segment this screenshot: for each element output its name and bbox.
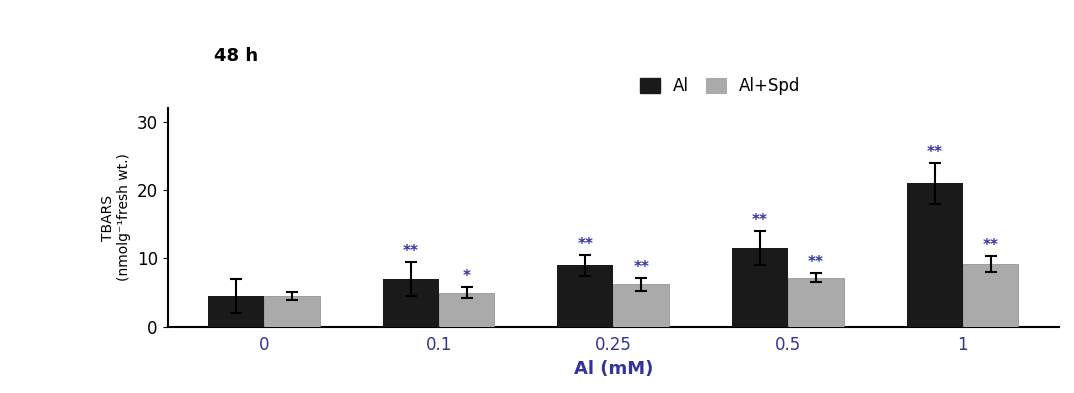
Text: **: ** <box>752 213 768 228</box>
Bar <box>613 285 669 327</box>
Text: **: ** <box>578 237 593 252</box>
Bar <box>557 265 613 327</box>
Text: *: * <box>463 270 470 285</box>
Text: **: ** <box>634 260 649 275</box>
Bar <box>438 293 494 327</box>
Bar <box>962 264 1018 327</box>
Bar <box>732 248 788 327</box>
Bar <box>208 296 264 327</box>
Text: **: ** <box>808 255 824 270</box>
X-axis label: Al (mM): Al (mM) <box>574 360 653 378</box>
Text: **: ** <box>403 244 419 259</box>
Bar <box>788 277 844 327</box>
Bar <box>264 296 320 327</box>
Text: **: ** <box>927 145 943 160</box>
Bar <box>906 184 962 327</box>
Text: 48 h: 48 h <box>214 47 259 65</box>
Legend: Al, Al+Spd: Al, Al+Spd <box>640 77 800 95</box>
Y-axis label: TBARS
(nmolg⁻¹fresh wt.): TBARS (nmolg⁻¹fresh wt.) <box>101 154 131 281</box>
Text: **: ** <box>983 238 999 253</box>
Bar <box>382 279 438 327</box>
